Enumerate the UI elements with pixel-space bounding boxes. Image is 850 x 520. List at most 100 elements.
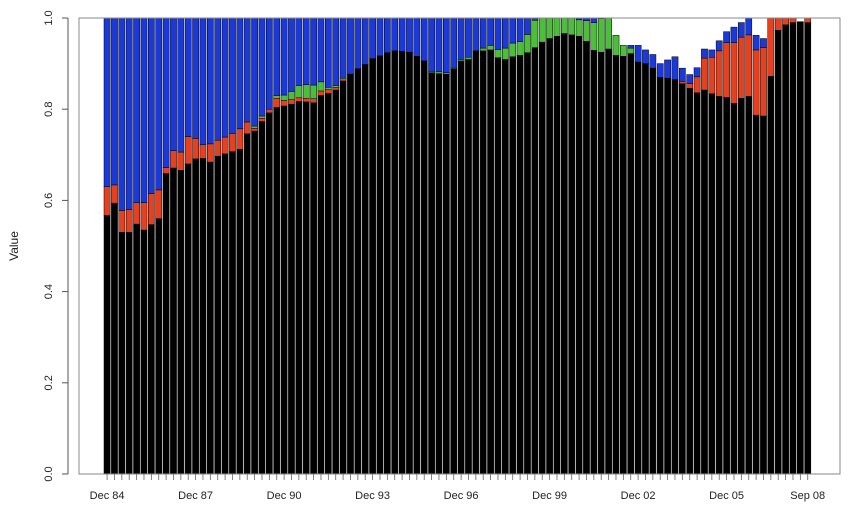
bar-segment-s0-21 (258, 121, 266, 475)
bar-series-group (103, 17, 812, 475)
bar-segment-s3-28 (310, 17, 317, 86)
bar-segment-s0-10 (177, 170, 185, 475)
bar-segment-s3-54 (502, 17, 509, 49)
bar-segment-s0-15 (214, 155, 222, 475)
bar-segment-s2-28 (310, 84, 317, 99)
bar-segment-s3-35 (361, 17, 369, 65)
bar-segment-s0-31 (332, 89, 340, 475)
bar-segment-s0-82 (708, 93, 716, 475)
bar-segment-s0-30 (325, 92, 332, 475)
bar-segment-s3-81 (701, 48, 708, 59)
bar-segment-s0-67 (597, 51, 605, 475)
bar-segment-s1-28 (310, 98, 317, 104)
bar-segment-s0-37 (376, 55, 384, 475)
y-tick-label: 0.4 (43, 284, 55, 299)
bar-segment-s1-30 (325, 89, 332, 94)
bar-segment-s1-27 (302, 98, 310, 103)
bar-segment-s2-59 (538, 17, 546, 43)
bar-segment-s0-64 (575, 35, 583, 475)
y-axis-title: Value (7, 231, 21, 261)
bar-segment-s0-7 (155, 218, 163, 475)
bar-segment-s1-86 (738, 36, 745, 99)
bar-segment-s0-11 (184, 163, 192, 475)
bar-segment-s0-23 (273, 107, 281, 475)
bar-segment-s2-69 (612, 35, 620, 56)
bar-segment-s1-81 (701, 57, 708, 91)
bar-segment-s3-13 (199, 17, 207, 146)
bar-segment-s3-26 (295, 17, 303, 86)
bar-segment-s2-70 (620, 45, 627, 57)
bar-segment-s2-49 (465, 56, 472, 60)
bar-segment-s1-88 (752, 49, 760, 116)
bar-segment-s0-25 (288, 103, 295, 475)
bar-segment-s2-66 (590, 22, 598, 51)
bar-segment-s3-10 (177, 17, 185, 153)
bar-segment-s3-14 (207, 17, 214, 145)
bar-segment-s2-63 (568, 17, 576, 36)
bar-segment-s0-60 (546, 38, 553, 475)
bar-segment-s1-78 (679, 81, 686, 84)
bar-segment-s0-78 (679, 83, 686, 475)
bar-segment-s0-3 (125, 232, 133, 475)
bar-segment-s0-28 (310, 102, 317, 475)
bar-segment-s3-17 (229, 17, 236, 134)
bar-segment-s3-34 (354, 17, 362, 69)
bar-segment-s0-19 (243, 133, 251, 475)
plot-frame (78, 17, 841, 475)
bar-segment-s3-57 (524, 17, 531, 35)
bar-segment-s1-79 (686, 83, 694, 89)
bar-segment-s0-50 (472, 50, 480, 475)
bar-segment-s0-61 (553, 35, 561, 475)
bar-segment-s2-65 (583, 20, 590, 42)
bar-segment-s3-73 (642, 49, 649, 64)
bar-segment-s3-8 (162, 17, 170, 168)
bar-segment-s3-7 (155, 17, 163, 191)
bar-segment-s3-42 (413, 17, 421, 57)
bar-segment-s0-18 (236, 149, 244, 475)
y-tick-label: 0.8 (43, 102, 55, 117)
bar-segment-s3-18 (236, 17, 244, 130)
bar-segment-s2-52 (487, 45, 494, 51)
bar-segment-s3-2 (118, 17, 126, 211)
bar-segment-s3-83 (715, 40, 723, 52)
bar-segment-s0-48 (457, 61, 465, 475)
bar-segment-s0-57 (524, 52, 531, 475)
y-tick-label: 0.0 (43, 466, 55, 481)
bar-segment-s3-43 (420, 17, 428, 62)
bar-segment-s0-65 (583, 41, 590, 475)
bar-segment-s1-80 (693, 76, 701, 94)
bar-segment-s0-66 (590, 50, 598, 475)
bar-segment-s3-44 (428, 17, 435, 72)
bar-segment-s2-64 (575, 19, 583, 37)
bar-segment-s0-88 (752, 114, 760, 475)
bar-segment-s3-89 (760, 38, 767, 48)
bar-segment-s3-29 (317, 17, 325, 83)
bar-segment-s0-12 (192, 158, 199, 475)
bar-segment-s1-25 (288, 99, 295, 105)
bar-segment-s0-32 (339, 80, 347, 475)
bar-segment-s1-26 (295, 97, 303, 102)
bar-segment-s3-22 (266, 17, 273, 110)
bar-segment-s0-90 (767, 76, 775, 475)
bar-segment-s0-74 (649, 67, 657, 475)
bar-segment-s0-63 (568, 34, 576, 475)
bar-segment-s0-51 (479, 50, 487, 475)
bar-segment-s3-5 (140, 17, 148, 203)
bar-segment-s0-81 (701, 89, 708, 475)
x-tick-label: Dec 96 (444, 490, 479, 502)
bar-segment-s3-45 (435, 17, 443, 73)
bar-segment-s0-40 (398, 51, 406, 475)
bar-segment-s0-62 (561, 33, 568, 475)
bar-segment-s0-9 (170, 167, 177, 475)
x-tick-label: Dec 87 (178, 490, 213, 502)
bar-segment-s3-53 (494, 17, 502, 50)
bar-segment-s0-52 (487, 49, 494, 475)
bar-segment-s0-42 (413, 56, 421, 475)
bar-segment-s3-49 (465, 17, 472, 58)
bar-segment-s0-0 (103, 215, 111, 475)
bar-segment-s1-12 (192, 138, 199, 160)
bar-segment-s2-24 (280, 94, 288, 101)
bar-segment-s3-48 (457, 17, 465, 61)
bar-segment-s1-8 (162, 167, 170, 174)
bar-segment-s1-6 (148, 193, 155, 225)
